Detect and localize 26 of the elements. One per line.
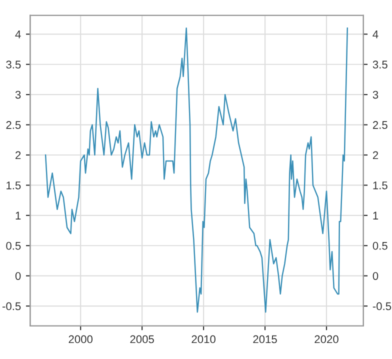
y-tick-label: -0.5: [2, 302, 21, 310]
y2-tick-label: -0.5: [372, 302, 392, 310]
y-tick-label: 4: [15, 30, 21, 38]
y2-tick-label: 4: [372, 30, 378, 38]
y-tick-label: 3.5: [6, 60, 21, 69]
x-tick-label: 2020: [314, 335, 338, 344]
y2-tick-label: 2.5: [372, 121, 388, 129]
y-tick-label: 1: [16, 212, 21, 220]
y2-tick-label: 2: [372, 151, 378, 160]
x-tick-label: 2010: [192, 335, 216, 344]
x-tick-label: 2000: [68, 335, 93, 344]
y-tick-label: 2: [16, 151, 21, 160]
y-tick-label: 0: [15, 272, 21, 280]
y2-tick-label: 3: [372, 90, 378, 99]
y-tick-label: 0.5: [6, 242, 21, 250]
y-tick-label: 2.5: [6, 121, 21, 129]
y-tick-label: 3: [15, 90, 21, 99]
line-series: [44, 28, 348, 313]
y2-tick-label: 0: [372, 272, 378, 280]
y2-tick-label: 0.5: [372, 242, 388, 250]
x-tick-label: 2005: [130, 335, 154, 344]
y2-tick-label: 3.5: [372, 60, 388, 69]
y2-tick-label: 1: [373, 212, 378, 220]
y-tick-label: 1.5: [6, 182, 21, 190]
x-tick-label: 2015: [253, 335, 277, 344]
y2-tick-label: 1.5: [373, 182, 388, 190]
